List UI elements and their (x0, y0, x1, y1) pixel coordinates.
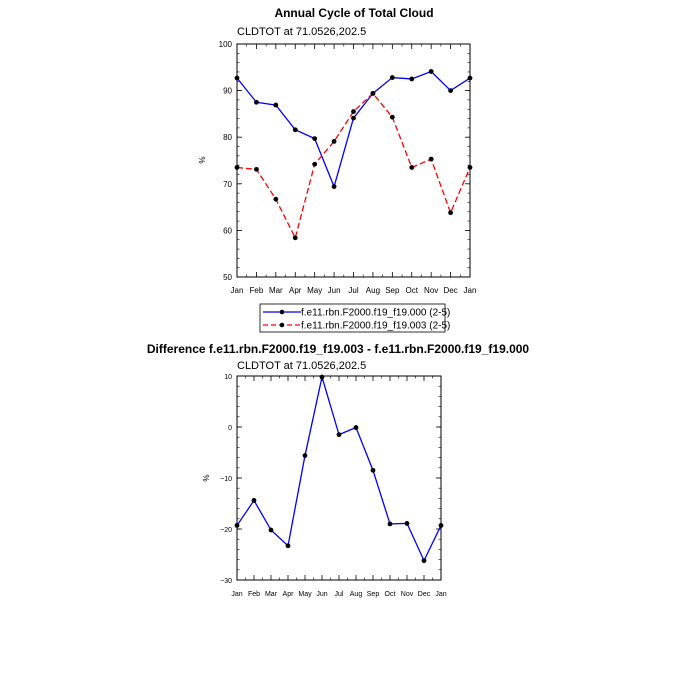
x-tick-label: Jan (231, 286, 244, 295)
data-point-series-1 (428, 69, 434, 74)
y-tick-label: −20 (220, 527, 232, 534)
chart-subtitle: CLDTOT at 71.0526,202.5 (237, 26, 366, 38)
plot-frame (236, 375, 442, 581)
y-tick-label: 50 (223, 273, 232, 282)
chart-title: Difference f.e11.rbn.F2000.f19_f19.003 -… (147, 342, 530, 356)
legend-marker-series-1 (279, 309, 285, 315)
x-tick-label: Jun (316, 591, 327, 598)
y-tick-label: 0 (228, 425, 232, 432)
data-point-series-2 (331, 138, 337, 144)
data-point-series-2 (312, 161, 318, 167)
x-tick-label: Jun (328, 286, 341, 295)
data-point-series-1 (292, 127, 298, 133)
x-tick-label: Oct (385, 591, 396, 598)
x-tick-label: Dec (443, 286, 457, 295)
data-point-series-1 (467, 75, 473, 81)
difference-chart: Difference f.e11.rbn.F2000.f19_f19.003 -… (147, 342, 530, 598)
legend-box (259, 303, 446, 333)
x-tick-label: Apr (283, 591, 295, 598)
data-point-series-1 (302, 453, 308, 458)
data-point-series-1 (234, 523, 240, 528)
data-point-series-2 (234, 165, 240, 170)
data-point-series-1 (251, 498, 257, 503)
x-tick-label: Aug (366, 286, 380, 295)
x-tick-label: Jan (435, 591, 446, 598)
y-tick-label: 90 (223, 87, 232, 96)
y-tick-label: 10 (224, 374, 232, 381)
y-tick-label: 60 (223, 226, 232, 235)
plot-frame (236, 43, 471, 278)
legend-label-series-1: f.e11.rbn.F2000.f19_f19.000 (2-5) (301, 308, 450, 319)
x-tick-label: Nov (401, 591, 414, 598)
data-point-series-1 (404, 520, 410, 526)
data-point-series-1 (319, 374, 325, 380)
legend-label-series-2: f.e11.rbn.F2000.f19_f19.003 (2-5) (301, 321, 450, 332)
y-tick-label: 100 (219, 40, 233, 49)
y-tick-label: −10 (220, 476, 232, 483)
y-axis-label: % (202, 474, 211, 481)
data-point-series-2 (254, 166, 259, 172)
x-tick-label: Sep (367, 591, 380, 598)
x-tick-label: Oct (406, 286, 419, 295)
data-point-series-2 (351, 109, 356, 114)
data-point-series-1 (336, 432, 342, 438)
data-point-series-1 (389, 75, 395, 80)
data-point-series-1 (370, 467, 376, 473)
data-point-series-2 (273, 196, 279, 202)
y-tick-label: 70 (223, 180, 232, 189)
data-point-series-1 (387, 521, 393, 527)
x-tick-label: Dec (418, 591, 431, 598)
chart-title: Annual Cycle of Total Cloud (274, 6, 433, 20)
x-tick-label: May (307, 286, 322, 295)
y-tick-label: −30 (220, 578, 232, 585)
series-line-2 (236, 92, 471, 240)
data-point-series-1 (409, 76, 415, 82)
data-point-series-1 (234, 75, 240, 81)
x-tick-label: Feb (248, 591, 260, 598)
data-point-series-1 (312, 136, 318, 141)
data-point-series-2 (409, 165, 415, 170)
legend-marker-series-2 (279, 322, 285, 328)
chart-subtitle: CLDTOT at 71.0526,202.5 (237, 360, 366, 372)
legend: f.e11.rbn.F2000.f19_f19.000 (2-5) f.e11.… (259, 303, 450, 333)
y-axis-label: % (198, 156, 207, 163)
data-point-series-1 (254, 99, 259, 105)
x-tick-label: Jul (335, 591, 344, 598)
x-tick-label: Nov (424, 286, 438, 295)
x-tick-label: Apr (289, 286, 302, 295)
data-point-series-2 (467, 165, 473, 170)
data-point-series-1 (421, 558, 427, 564)
annual-cycle-chart: Annual Cycle of Total Cloud CLDTOT at 71… (198, 6, 477, 333)
data-point-series-1 (273, 102, 279, 108)
data-point-series-1 (438, 523, 444, 528)
data-point-series-2 (428, 156, 434, 162)
x-tick-label: Sep (385, 286, 400, 295)
y-tick-label: 80 (223, 133, 232, 142)
x-tick-label: Jul (348, 286, 358, 295)
data-point-series-1 (448, 88, 453, 93)
data-point-series-1 (351, 115, 356, 121)
data-point-series-1 (353, 425, 359, 430)
data-point-series-1 (331, 184, 337, 189)
x-tick-label: May (298, 591, 312, 598)
data-point-series-2 (389, 114, 395, 120)
x-tick-label: Mar (269, 286, 283, 295)
x-tick-label: Mar (265, 591, 278, 598)
data-point-series-1 (285, 543, 291, 549)
data-point-series-2 (370, 90, 376, 96)
x-tick-label: Feb (250, 286, 264, 295)
series-line-1 (236, 376, 442, 563)
data-point-series-2 (292, 235, 298, 241)
x-tick-label: Aug (350, 591, 363, 598)
x-tick-label: Jan (231, 591, 242, 598)
data-point-series-2 (448, 210, 453, 216)
x-tick-label: Jan (464, 286, 477, 295)
data-point-series-1 (268, 527, 274, 533)
